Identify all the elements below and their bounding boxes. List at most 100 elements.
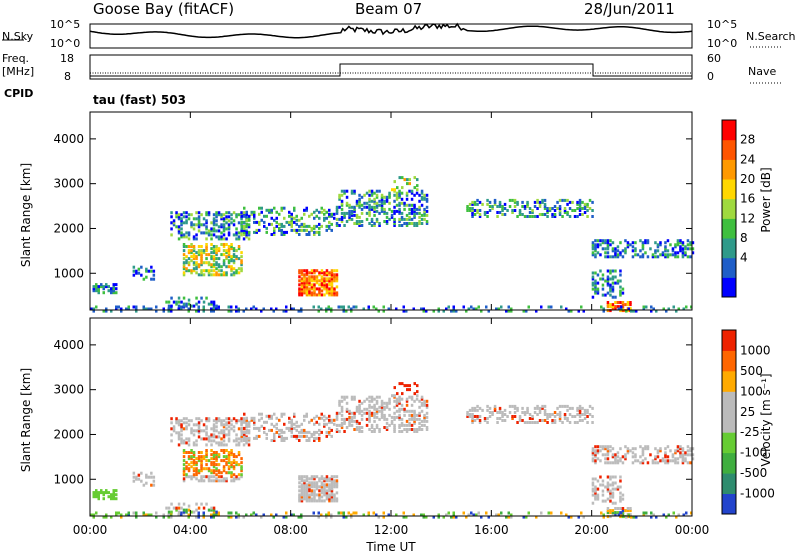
velocity-cell bbox=[677, 513, 680, 517]
power-cell bbox=[398, 191, 401, 195]
velocity-cell bbox=[152, 479, 156, 483]
power-cell bbox=[187, 269, 191, 273]
velocity-cell bbox=[317, 511, 320, 515]
velocity-cell bbox=[222, 433, 226, 437]
station-title: Goose Bay (fitACF) bbox=[93, 0, 235, 18]
velocity-cell bbox=[300, 434, 303, 438]
velocity-cell bbox=[541, 419, 544, 422]
velocity-cell bbox=[362, 513, 365, 517]
power-cell bbox=[602, 309, 605, 313]
velocity-cell bbox=[237, 473, 241, 477]
power-cell bbox=[561, 215, 564, 218]
power-cell bbox=[410, 191, 414, 195]
velocity-cell bbox=[546, 413, 549, 416]
power-cell bbox=[420, 203, 424, 207]
power-cell bbox=[679, 241, 682, 245]
velocity-cell bbox=[328, 432, 331, 436]
power-cell bbox=[253, 216, 256, 220]
power-cell bbox=[368, 207, 371, 211]
power-cell bbox=[230, 245, 233, 248]
power-cell bbox=[100, 285, 103, 289]
power-cell bbox=[162, 307, 165, 311]
power-cell bbox=[609, 305, 612, 309]
velocity-cell bbox=[418, 413, 421, 417]
velocity-cell bbox=[260, 515, 263, 519]
power-cell bbox=[609, 243, 612, 247]
power-cell bbox=[195, 296, 198, 300]
velocity-cell bbox=[442, 515, 445, 519]
velocity-cell bbox=[338, 399, 341, 403]
velocity-cell bbox=[621, 461, 625, 465]
velocity-cell bbox=[192, 441, 196, 445]
power-cell bbox=[388, 193, 391, 197]
power-cell bbox=[300, 287, 304, 291]
velocity-cell bbox=[240, 457, 243, 461]
velocity-cell bbox=[588, 404, 592, 408]
velocity-cell bbox=[215, 459, 218, 463]
power-cell bbox=[303, 287, 306, 291]
velocity-cell bbox=[563, 404, 567, 408]
power-cell bbox=[195, 223, 198, 227]
velocity-cell bbox=[621, 493, 625, 497]
velocity-cell bbox=[240, 469, 243, 473]
velocity-cell bbox=[498, 408, 502, 412]
power-cell bbox=[518, 209, 522, 212]
velocity-cell bbox=[323, 487, 326, 491]
power-cell bbox=[338, 195, 341, 199]
velocity-cell bbox=[508, 404, 512, 408]
ytick-label: 1000 bbox=[53, 266, 84, 280]
velocity-cell bbox=[395, 409, 399, 413]
velocity-cell bbox=[95, 495, 98, 499]
velocity-cell bbox=[170, 433, 173, 437]
velocity-cell bbox=[232, 467, 236, 471]
velocity-cell bbox=[621, 515, 625, 519]
velocity-cell bbox=[205, 475, 208, 479]
time-xlabel: Time UT bbox=[365, 540, 416, 554]
power-cell bbox=[323, 216, 326, 220]
power-cell bbox=[298, 228, 301, 232]
velocity-cell bbox=[466, 413, 469, 416]
velocity-cell bbox=[375, 407, 379, 411]
power-cell bbox=[471, 209, 474, 212]
velocity-cell bbox=[318, 439, 321, 442]
power-cell bbox=[391, 188, 394, 192]
power-cell bbox=[280, 222, 283, 226]
power-cell bbox=[210, 229, 213, 233]
power-cell bbox=[313, 210, 316, 214]
velocity-cell bbox=[343, 417, 346, 421]
power-cell bbox=[402, 305, 405, 309]
velocity-cell bbox=[245, 431, 248, 435]
power-cell bbox=[318, 287, 321, 291]
power-cell bbox=[634, 253, 637, 257]
power-cell bbox=[445, 307, 448, 311]
power-cell bbox=[210, 257, 213, 261]
power-cell bbox=[476, 209, 479, 212]
power-cell bbox=[305, 273, 309, 277]
power-cell bbox=[358, 199, 361, 203]
power-cell bbox=[506, 209, 509, 212]
velocity-cell bbox=[609, 511, 612, 515]
power-cell bbox=[442, 309, 445, 313]
velocity-cell bbox=[182, 441, 186, 445]
velocity-cell bbox=[182, 463, 186, 467]
power-cell bbox=[298, 283, 301, 287]
velocity-cell bbox=[604, 445, 607, 449]
velocity-cell bbox=[609, 477, 612, 481]
velocity-cell bbox=[649, 453, 652, 457]
velocity-cell bbox=[295, 424, 298, 428]
velocity-cell bbox=[222, 451, 226, 454]
power-cell bbox=[300, 277, 304, 281]
power-cell bbox=[385, 220, 389, 223]
power-cell bbox=[563, 209, 567, 212]
power-cell bbox=[413, 224, 416, 227]
velocity-cell bbox=[167, 515, 170, 519]
velocity-cell bbox=[383, 426, 386, 429]
velocity-cell bbox=[604, 457, 607, 461]
power-cell bbox=[300, 285, 304, 289]
velocity-cell bbox=[255, 426, 258, 430]
power-cell bbox=[568, 200, 572, 204]
power-cell bbox=[609, 303, 612, 307]
velocity-cell bbox=[310, 418, 313, 422]
velocity-cell bbox=[200, 475, 203, 479]
